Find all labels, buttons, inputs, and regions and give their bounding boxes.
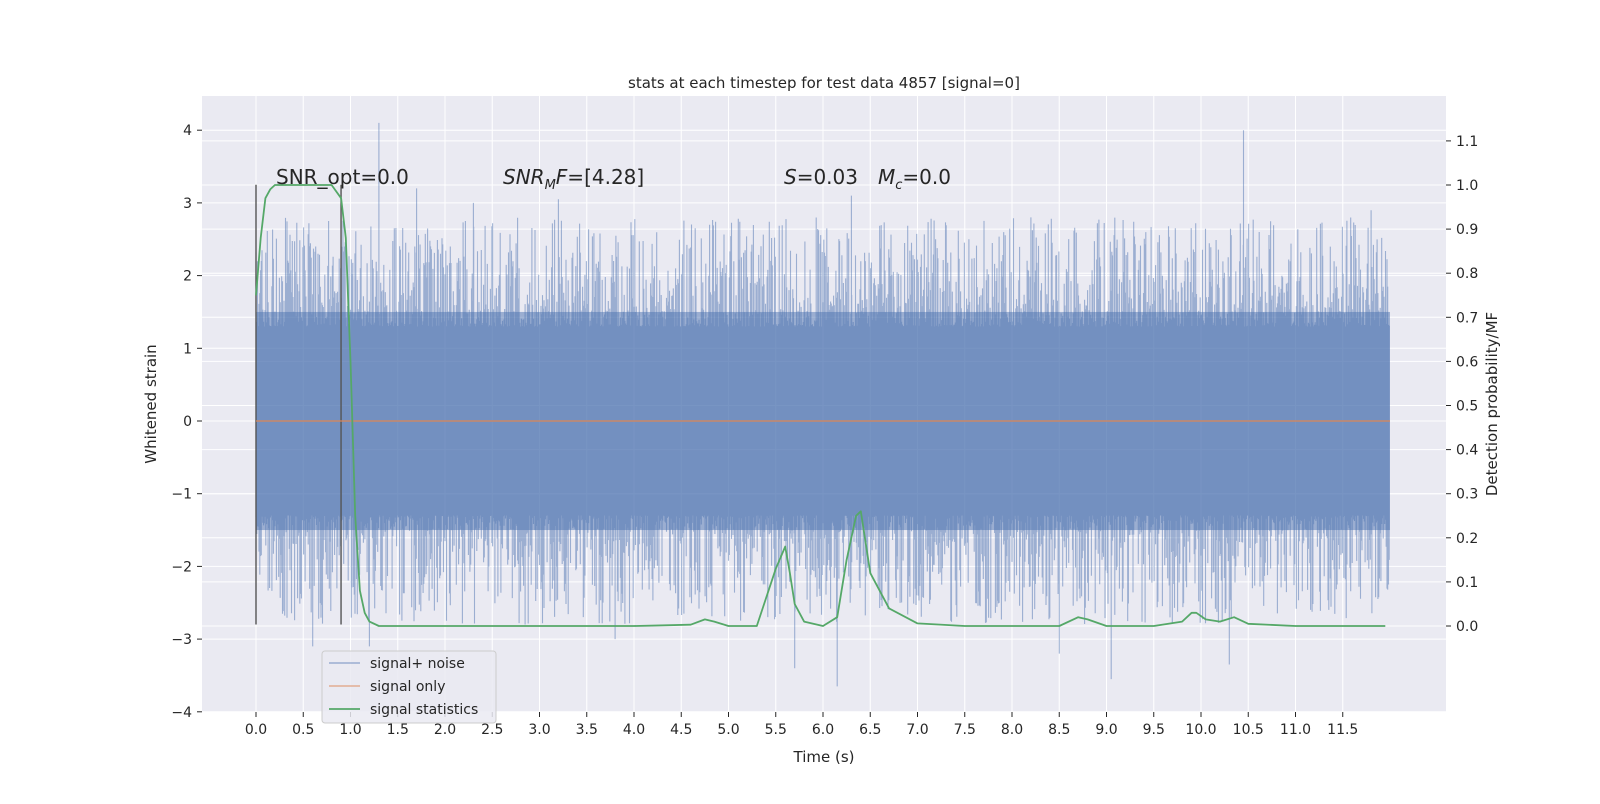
- x-tick-label: 3.5: [576, 722, 598, 738]
- annotation-snr-opt: SNR_opt=0.0: [276, 165, 409, 189]
- snr-mf-value: [4.28]: [584, 165, 644, 189]
- x-tick-label: 10.0: [1185, 722, 1216, 738]
- y-left-tick-label: 0: [183, 414, 192, 430]
- y-right-tick-label: 0.6: [1456, 354, 1478, 370]
- snr-mf-symbol: SNR: [503, 165, 545, 189]
- y-left-tick-label: −4: [171, 705, 192, 721]
- x-tick-label: 5.0: [717, 722, 739, 738]
- x-tick-label: 8.5: [1048, 722, 1070, 738]
- annotation-mc: Mc=0.0: [878, 165, 951, 193]
- y-right-tick-label: 0.7: [1456, 310, 1478, 326]
- y-right-tick-label: 0.4: [1456, 443, 1478, 459]
- x-tick-label: 0.0: [245, 722, 267, 738]
- y-right-tick-label: 0.3: [1456, 487, 1478, 503]
- x-tick-label: 6.0: [812, 722, 834, 738]
- y-right-tick-label: 0.5: [1456, 399, 1478, 415]
- x-tick-label: 4.5: [670, 722, 692, 738]
- y-left-tick-label: 1: [183, 341, 192, 357]
- snr-mf-f: F: [556, 165, 568, 189]
- x-tick-label: 2.0: [434, 722, 456, 738]
- y-right-axis-label: Detection probability/MF: [1483, 312, 1501, 496]
- x-axis-ticks: 0.0 0.5 1.0 1.5 2.0 2.5 3.0 3.5 4.0 4.5 5.0 5.5 6.0 6…: [245, 712, 1358, 738]
- y-left-tick-label: 4: [183, 123, 192, 139]
- x-tick-label: 10.5: [1233, 722, 1264, 738]
- s-value: =0.03: [797, 165, 858, 189]
- chart-title: stats at each timestep for test data 485…: [628, 74, 1020, 92]
- y-left-axis-label: Whitened strain: [142, 344, 160, 463]
- legend-label-signal: signal only: [370, 679, 445, 695]
- y-right-tick-label: 0.2: [1456, 531, 1478, 547]
- x-tick-label: 1.0: [339, 722, 361, 738]
- x-tick-label: 8.0: [1001, 722, 1023, 738]
- legend-label-stats: signal statistics: [370, 702, 478, 718]
- annotation-snr-mf: SNRMF=[4.28]: [503, 165, 644, 193]
- y-left-tick-label: 3: [183, 196, 192, 212]
- x-tick-label: 9.5: [1143, 722, 1165, 738]
- y-right-tick-label: 0.1: [1456, 575, 1478, 591]
- x-tick-label: 11.0: [1280, 722, 1311, 738]
- mc-symbol: M: [878, 165, 895, 189]
- mc-value: =0.0: [902, 165, 951, 189]
- legend-label-noise: signal+ noise: [370, 656, 465, 672]
- s-symbol: S: [784, 165, 797, 189]
- y-left-axis-ticks: 4 3 2 1 0 −1 −2 −3 −4: [171, 123, 202, 721]
- y-left-tick-label: −2: [171, 559, 192, 575]
- x-tick-label: 5.5: [765, 722, 787, 738]
- y-right-axis-ticks: 1.1 1.0 0.9 0.8 0.7 0.6 0.5 0.4 0.3 0.2 0.1 0.0: [1446, 134, 1478, 635]
- y-right-tick-label: 1.1: [1456, 134, 1478, 150]
- x-tick-label: 4.0: [623, 722, 645, 738]
- mc-subscript: c: [895, 178, 902, 193]
- legend: signal+ noise signal only signal statist…: [321, 650, 497, 724]
- x-tick-label: 6.5: [859, 722, 881, 738]
- x-tick-label: 9.0: [1095, 722, 1117, 738]
- y-left-tick-label: −3: [171, 632, 192, 648]
- x-tick-label: 11.5: [1327, 722, 1358, 738]
- x-tick-label: 2.5: [481, 722, 503, 738]
- y-right-tick-label: 1.0: [1456, 178, 1478, 194]
- y-right-tick-label: 0.8: [1456, 266, 1478, 282]
- series-layer: [255, 184, 1390, 627]
- x-tick-label: 7.5: [954, 722, 976, 738]
- x-tick-label: 1.5: [387, 722, 409, 738]
- snr-mf-subscript: M: [545, 178, 556, 193]
- signal-statistics-line: [255, 184, 1386, 627]
- x-tick-label: 3.0: [528, 722, 550, 738]
- legend-box: [321, 650, 497, 724]
- y-right-tick-label: 0.0: [1456, 619, 1478, 635]
- annotation-s: S=0.03: [784, 165, 858, 189]
- x-axis-label: Time (s): [793, 748, 855, 766]
- y-left-tick-label: −1: [171, 487, 192, 503]
- snr-mf-eq: =: [567, 165, 584, 189]
- x-tick-label: 7.0: [906, 722, 928, 738]
- y-left-tick-label: 2: [183, 269, 192, 285]
- y-right-tick-label: 0.9: [1456, 222, 1478, 238]
- x-tick-label: 0.5: [292, 722, 314, 738]
